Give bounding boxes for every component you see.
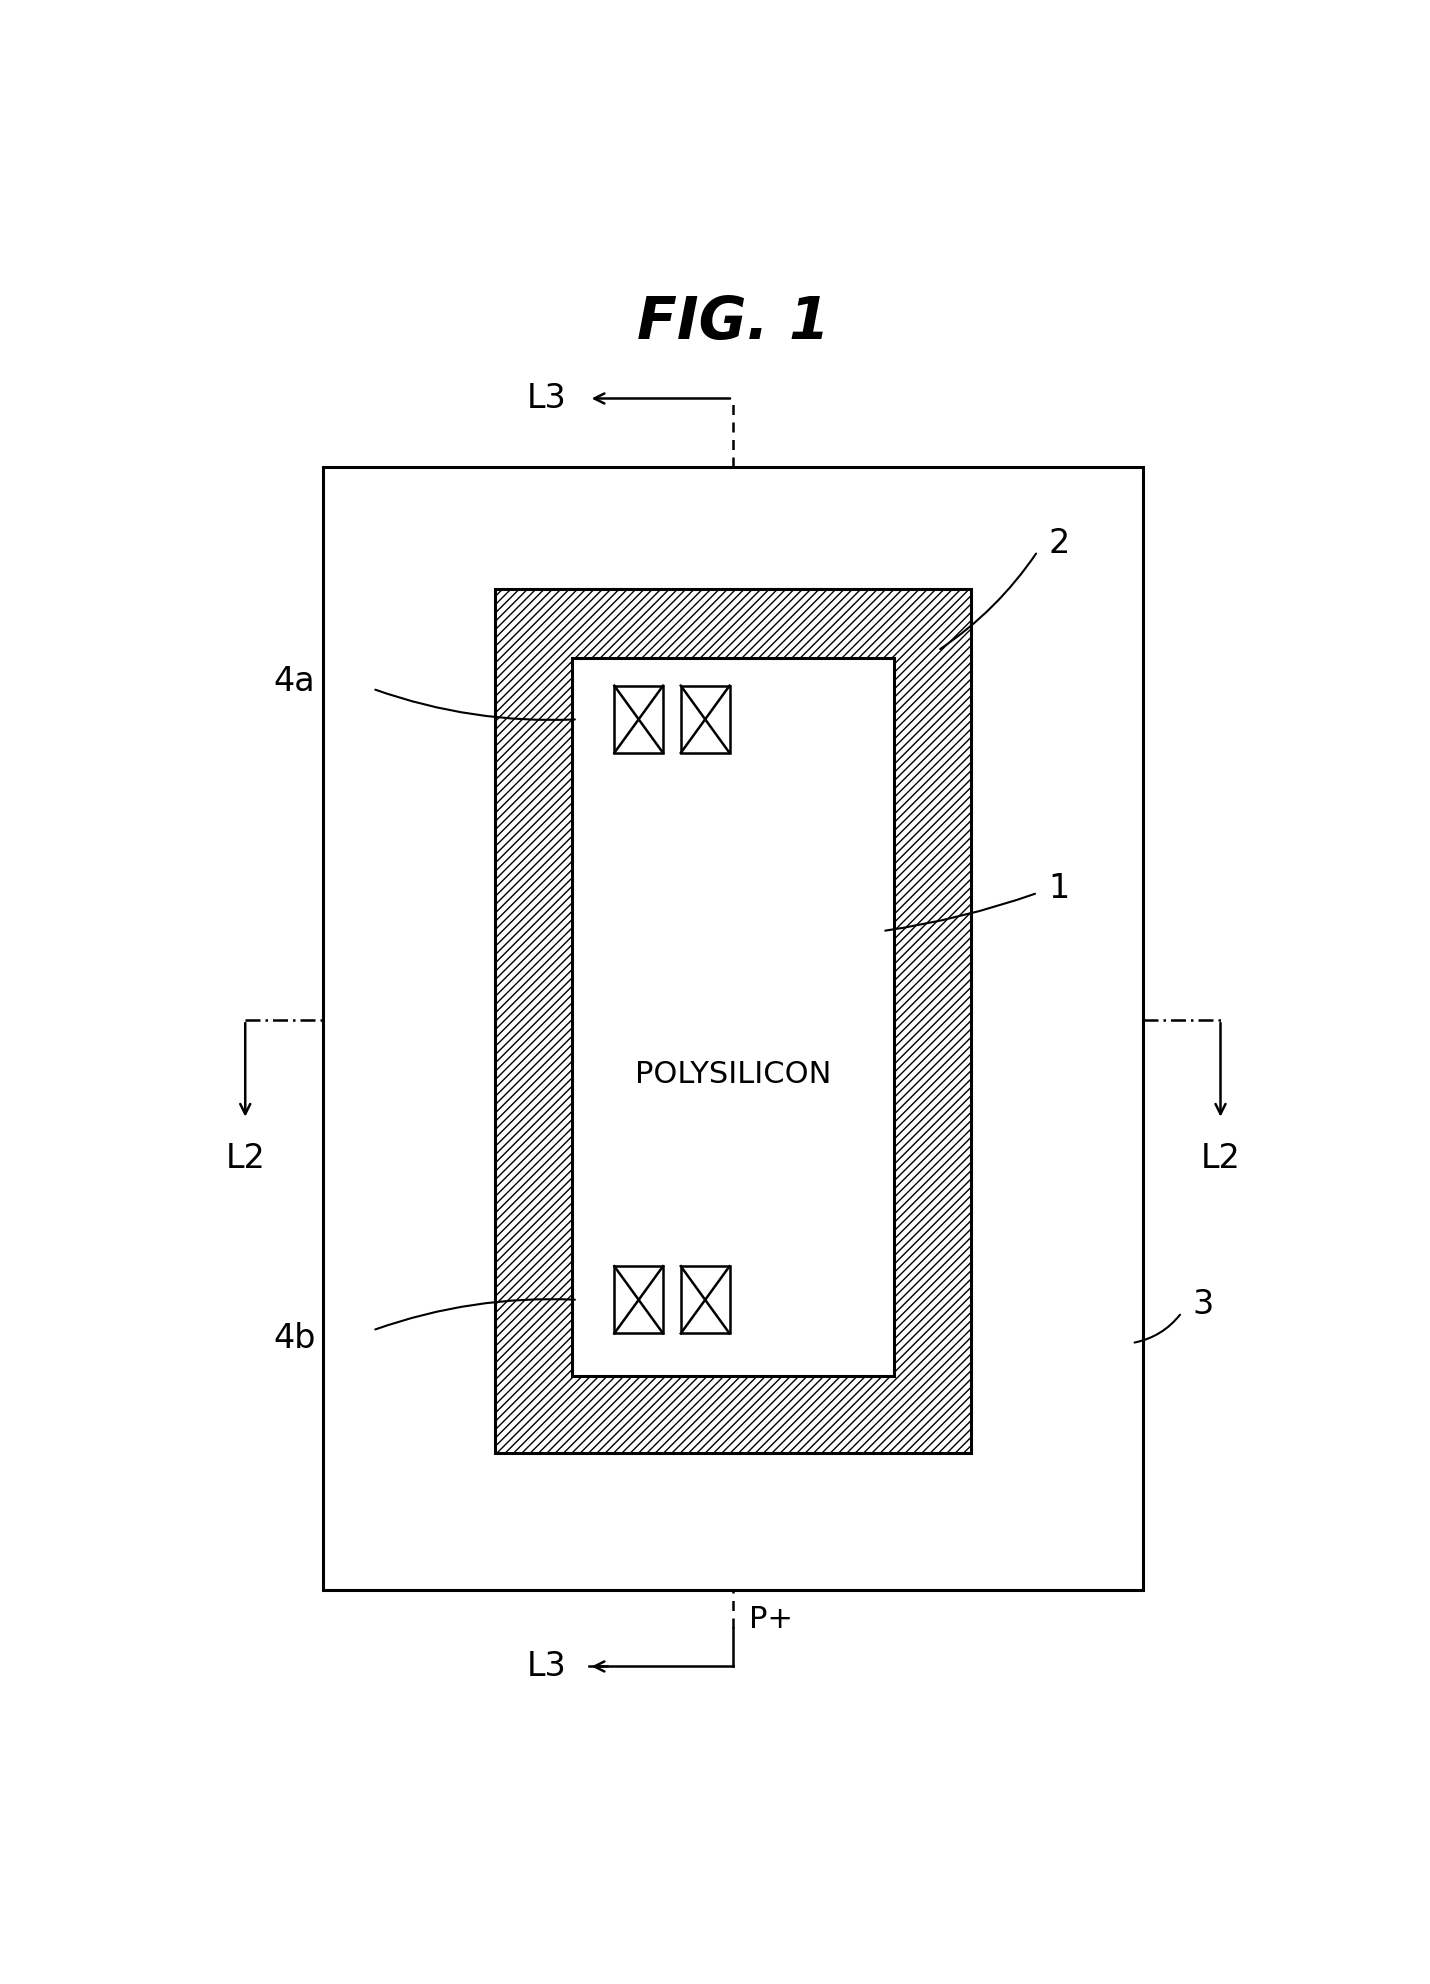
Text: 1: 1: [1048, 871, 1070, 905]
Text: L3: L3: [526, 1651, 566, 1682]
Text: L3: L3: [526, 383, 566, 415]
Bar: [681, 686, 729, 752]
Text: 4b: 4b: [273, 1321, 316, 1355]
Text: FIG. 1: FIG. 1: [636, 294, 829, 351]
Text: 2: 2: [1048, 528, 1070, 559]
Text: POLYSILICON: POLYSILICON: [635, 1059, 831, 1089]
Bar: [323, 468, 1143, 1589]
Text: L2: L2: [1201, 1143, 1240, 1175]
Bar: [615, 686, 664, 752]
Text: L2: L2: [226, 1143, 265, 1175]
Text: 4a: 4a: [273, 665, 315, 698]
Bar: [495, 589, 971, 1452]
Bar: [615, 1266, 664, 1333]
Bar: [572, 659, 894, 1377]
Text: 3: 3: [1193, 1288, 1214, 1321]
Bar: [681, 1266, 729, 1333]
Text: P+: P+: [749, 1605, 794, 1635]
